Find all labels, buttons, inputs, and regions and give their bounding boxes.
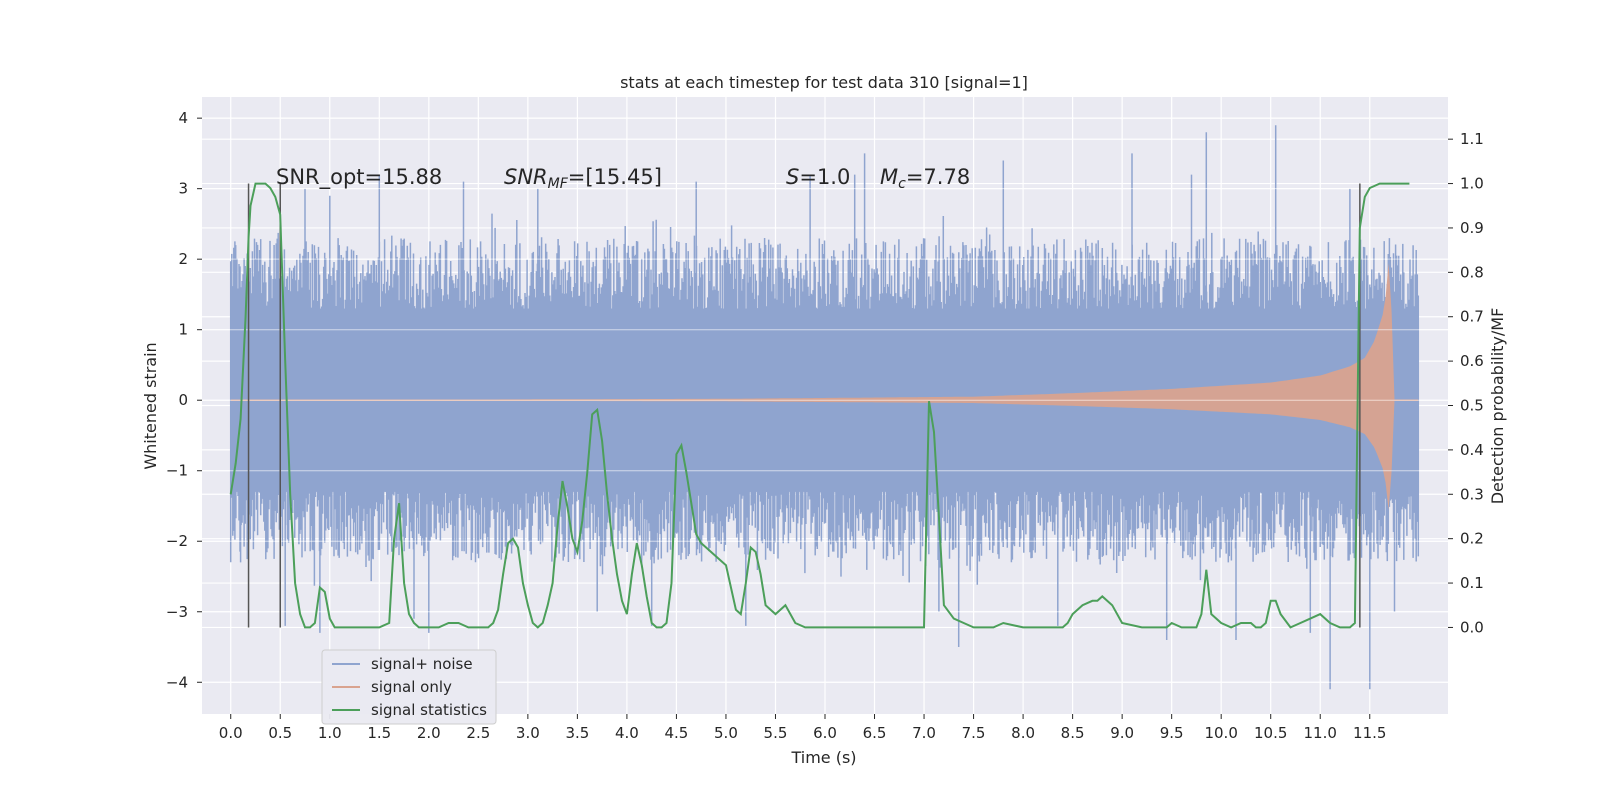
y-right-tick-label: 0.5: [1460, 397, 1484, 415]
x-tick-label: 5.0: [714, 724, 738, 742]
x-tick-label: 5.5: [764, 724, 788, 742]
x-tick-label: 4.0: [615, 724, 639, 742]
legend-label: signal only: [371, 678, 452, 696]
x-tick-label: 7.0: [912, 724, 936, 742]
y-right-tick-label: 1.0: [1460, 175, 1484, 193]
x-tick-label: 3.5: [565, 724, 589, 742]
x-tick-label: 11.5: [1353, 724, 1386, 742]
legend-box: [321, 649, 497, 725]
y-left-tick-label: −3: [166, 603, 188, 621]
annotation-snr-mf: SNRMF=[15.45]: [504, 165, 662, 192]
y-right-tick-label: 0.0: [1460, 618, 1484, 636]
y-axis-label-right: Detection probability/MF: [1488, 308, 1507, 505]
x-tick-label: 6.5: [863, 724, 887, 742]
x-tick-label: 1.0: [318, 724, 342, 742]
y-right-tick-label: 0.7: [1460, 308, 1484, 326]
x-tick-label: 0.5: [268, 724, 292, 742]
y-left-tick-label: 0: [178, 391, 188, 409]
data-layer: [202, 117, 1448, 690]
y-right-tick-label: 0.9: [1460, 219, 1484, 237]
annotations: SNR_opt=15.88 SNRMF=[15.45] S=1.0 Mc=7.7…: [276, 165, 970, 192]
x-tick-label: 1.5: [367, 724, 391, 742]
series-signal-statistics: [229, 182, 1410, 629]
annotation-mc: Mc=7.78: [880, 165, 970, 192]
y-right-tick-label: 0.1: [1460, 574, 1484, 592]
y-right-tick-label: 0.4: [1460, 441, 1484, 459]
y-left-tick-label: −4: [166, 673, 188, 691]
legend: signal+ noise signal only signal statistic…: [321, 649, 497, 725]
y-right-tick-label: 0.8: [1460, 263, 1484, 281]
x-tick-label: 9.0: [1110, 724, 1134, 742]
y-left-tick-label: 1: [178, 321, 188, 339]
y-right-tick-label: 1.1: [1460, 130, 1484, 148]
x-tick-label: 11.0: [1304, 724, 1337, 742]
x-tick-label: 9.5: [1160, 724, 1184, 742]
x-tick-label: 6.0: [813, 724, 837, 742]
x-tick-label: 2.5: [466, 724, 490, 742]
y-axis-label-left: Whitened strain: [141, 342, 160, 469]
x-tick-label: 7.5: [962, 724, 986, 742]
chart-title: stats at each timestep for test data 310…: [620, 73, 1028, 92]
y-left-tick-label: 2: [178, 250, 188, 268]
y-right-tick-label: 0.3: [1460, 485, 1484, 503]
x-axis-label: Time (s): [790, 748, 856, 767]
y-left-tick-label: 4: [178, 109, 188, 127]
legend-label: signal statistics: [371, 701, 487, 719]
x-tick-label: 8.5: [1061, 724, 1085, 742]
x-tick-label: 10.0: [1204, 724, 1237, 742]
x-tick-label: 3.0: [516, 724, 540, 742]
legend-label: signal+ noise: [371, 655, 473, 673]
x-tick-label: 10.5: [1254, 724, 1287, 742]
annotation-snr-opt: SNR_opt=15.88: [276, 165, 442, 190]
y-left-tick-label: 3: [178, 180, 188, 198]
annotation-s: S=1.0: [786, 165, 850, 189]
y-left-tick-label: −1: [166, 462, 188, 480]
x-tick-label: 2.0: [417, 724, 441, 742]
signal-statistics-layer: [229, 182, 1410, 629]
x-tick-label: 8.0: [1011, 724, 1035, 742]
y-left-tick-label: −2: [166, 532, 188, 550]
y-right-tick-label: 0.6: [1460, 352, 1484, 370]
x-tick-label: 4.5: [665, 724, 689, 742]
x-tick-label: 0.0: [219, 724, 243, 742]
tick-labels: 0.0 0.5 1.0 1.5 2.0 2.5 3.0 3.5 4.0 4.5 5.0 5.5 6.0 6…: [166, 109, 1484, 742]
y-right-tick-label: 0.2: [1460, 530, 1484, 548]
